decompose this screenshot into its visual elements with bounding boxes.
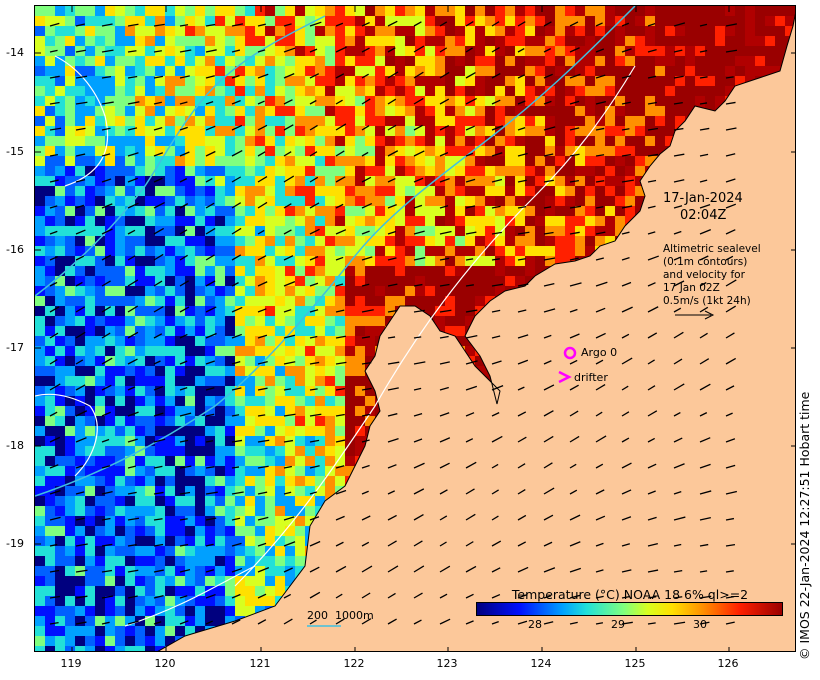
kimberley-coast-land [157, 13, 795, 651]
sst-map-panel[interactable] [34, 5, 796, 652]
axis-ticks [35, 6, 795, 651]
lon-label: 121 [249, 657, 271, 670]
imos-credit: © IMOS 22-Jan-2024 12:27:51 Hobart time [797, 391, 812, 660]
lon-label: 125 [624, 657, 646, 670]
drifter-legend-label: drifter [574, 371, 608, 384]
sealevel-contour-2 [35, 393, 98, 477]
image-time: 02:04Z [680, 208, 727, 223]
lon-label: 123 [436, 657, 458, 670]
drifter-marker [558, 370, 572, 384]
lat-label: -15 [6, 145, 24, 158]
lat-label: -18 [6, 439, 24, 452]
colorbar-title: Temperature (°C) NOAA 18 6% ql>=2 [511, 587, 749, 602]
lat-label: -19 [6, 537, 24, 550]
lon-label: 119 [60, 657, 82, 670]
altimetry-line: 0.5m/s (1kt 24h) [663, 295, 751, 307]
sealevel-contour-4 [124, 565, 256, 627]
altimetry-line: and velocity for [663, 269, 745, 281]
sealevel-contour-3 [234, 65, 636, 587]
velocity-reference-arrow [675, 310, 715, 320]
altimetry-line: (0.1m contours) [663, 256, 748, 268]
lon-label: 120 [154, 657, 176, 670]
sealevel-contour-1 [54, 55, 109, 187]
argo-legend-label: Argo 0 [581, 346, 618, 359]
velocity-vectors [49, 20, 738, 625]
image-date: 17-Jan-2024 [663, 191, 743, 206]
lon-label: 124 [530, 657, 552, 670]
altimetry-line: 17 Jan 02Z [663, 282, 720, 294]
colorbar-tick: 29 [611, 618, 625, 631]
lat-label: -16 [6, 243, 24, 256]
lat-label: -17 [6, 341, 24, 354]
scale-bar-label: 200 1000m [307, 609, 374, 622]
colorbar-tick: 30 [693, 618, 707, 631]
altimetry-line: Altimetric sealevel [663, 243, 761, 255]
temperature-colorbar [476, 602, 783, 616]
lon-label: 126 [717, 657, 739, 670]
argo-float-marker [563, 346, 577, 360]
lat-label: -14 [6, 46, 24, 59]
sst-map[interactable] [35, 6, 796, 652]
lon-label: 122 [343, 657, 365, 670]
altimetry-note: Altimetric sealevel (0.1m contours) and … [663, 243, 761, 308]
colorbar-tick: 28 [528, 618, 542, 631]
isobath-1000m [35, 15, 326, 297]
